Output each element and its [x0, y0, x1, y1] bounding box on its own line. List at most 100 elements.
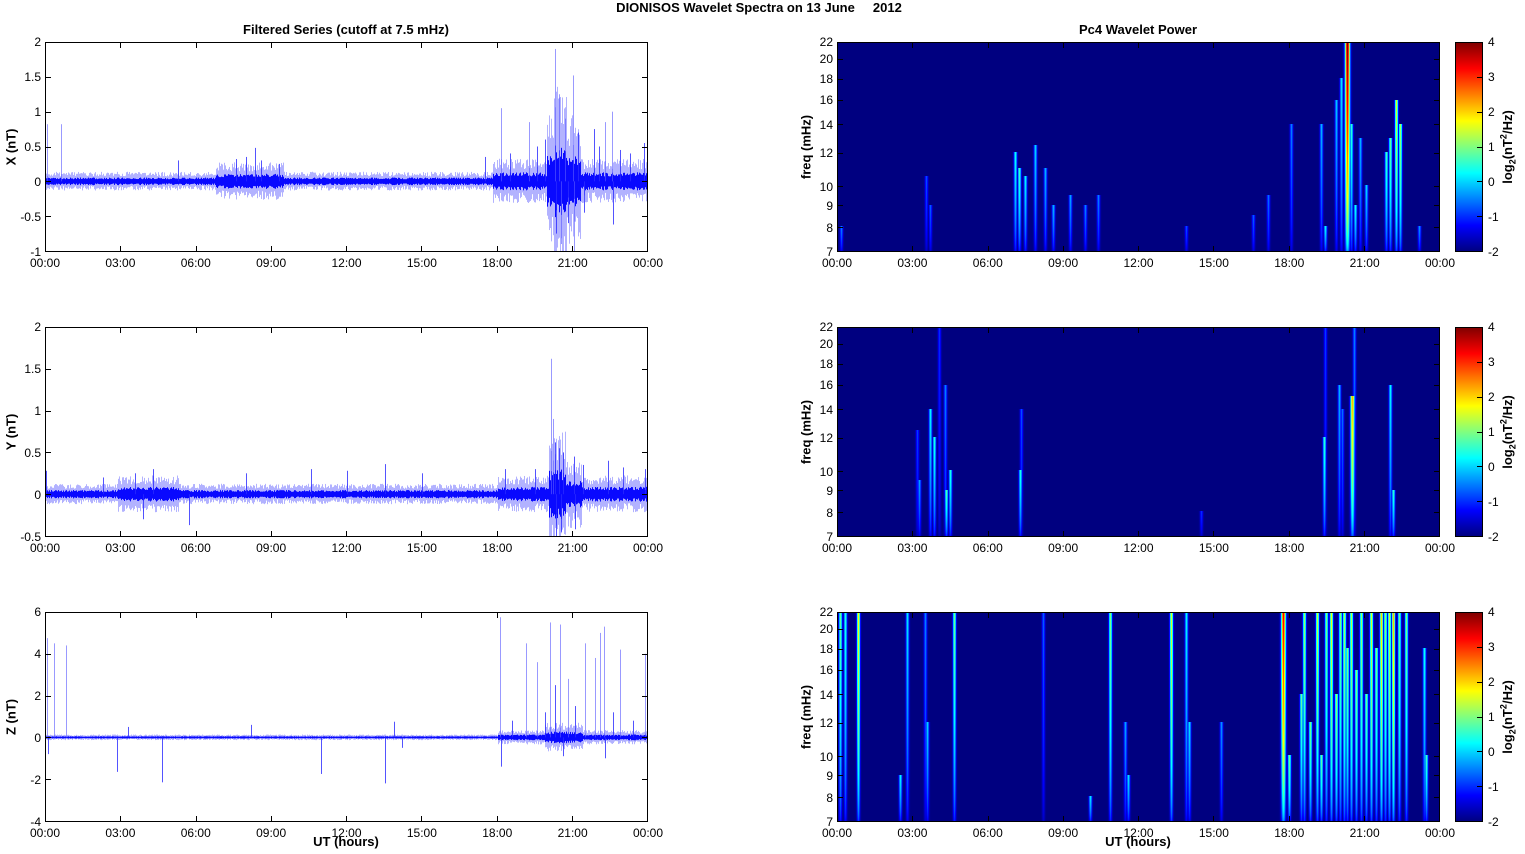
- x-wavelet-power-canvas: [837, 42, 1440, 252]
- z-axis-ylabel: Z (nT): [3, 698, 19, 736]
- x-tick-label: 09:00: [256, 541, 287, 555]
- freq-tick-label: 8: [826, 505, 833, 520]
- x-tick-label: 21:00: [557, 826, 588, 840]
- freq-tick-label: 12: [819, 431, 833, 446]
- colorbar-tick-label: 1: [1488, 425, 1495, 439]
- colorbar-label-sup: 2: [1498, 134, 1509, 140]
- x-tick-label: 00:00: [632, 256, 664, 270]
- freq-tick-label: 12: [819, 146, 833, 161]
- x-tick-label: 18:00: [1274, 256, 1305, 270]
- y-tick-label: 2: [34, 320, 41, 334]
- x-tick-label: 00:00: [1424, 826, 1456, 840]
- freq-tick-label: 22: [819, 320, 833, 334]
- freq-tick-label: 16: [819, 378, 833, 393]
- colorbar-canvas: [1455, 327, 1483, 537]
- x-tick-label: 06:00: [972, 541, 1003, 555]
- freq-tick-label: 14: [819, 402, 833, 417]
- freq-tick-label: 10: [819, 179, 833, 194]
- freq-tick-label: 20: [819, 337, 833, 352]
- y-tick-label: 1: [34, 105, 41, 119]
- colorbar-tick-label: 4: [1488, 320, 1495, 334]
- x-tick-label: 06:00: [972, 826, 1003, 840]
- x-tick-label: 03:00: [105, 826, 136, 840]
- left-xaxis-label: UT (hours): [313, 834, 379, 849]
- colorbar-tick-label: 1: [1488, 140, 1495, 154]
- y-tick-label: 1: [34, 404, 41, 418]
- freq-tick-label: 7: [826, 815, 833, 829]
- x-tick-label: 21:00: [1349, 541, 1380, 555]
- z-filtered-series-canvas: [45, 612, 648, 822]
- colorbar-tick-label: 2: [1488, 390, 1495, 404]
- x-tick-label: 00:00: [632, 541, 664, 555]
- colorbar-label-sub: 2: [1507, 444, 1518, 450]
- y-tick-label: 4: [34, 647, 41, 661]
- x-tick-label: 06:00: [180, 541, 211, 555]
- freq-tick-label: 12: [819, 716, 833, 731]
- colorbar-canvas: [1455, 612, 1483, 822]
- colorbar-tick-label: 1: [1488, 710, 1495, 724]
- x-tick-label: 21:00: [557, 541, 588, 555]
- freq-tick-label: 14: [819, 687, 833, 702]
- colorbar-tick-label: 0: [1488, 460, 1495, 474]
- x-tick-label: 15:00: [1198, 256, 1229, 270]
- colorbar-tick-label: 4: [1488, 35, 1495, 49]
- left-column-title: Filtered Series (cutoff at 7.5 mHz): [243, 22, 449, 37]
- x-tick-label: 09:00: [256, 256, 287, 270]
- freq-tick-label: 8: [826, 790, 833, 805]
- freq-tick-label: 14: [819, 117, 833, 132]
- colorbar-tick-label: -1: [1488, 210, 1499, 224]
- x-tick-label: 00:00: [1424, 541, 1456, 555]
- colorbar-tick-label: -2: [1488, 530, 1499, 544]
- colorbar-tick-label: 3: [1488, 640, 1495, 654]
- x-tick-label: 21:00: [1349, 826, 1380, 840]
- x-tick-label: 15:00: [1198, 826, 1229, 840]
- y-tick-label: -1: [30, 245, 41, 259]
- colorbar-tick-label: -2: [1488, 815, 1499, 829]
- x-tick-label: 15:00: [1198, 541, 1229, 555]
- freq-tick-label: 10: [819, 749, 833, 764]
- x-tick-label: 00:00: [29, 256, 61, 270]
- y-tick-label: 0: [34, 488, 41, 502]
- x-tick-label: 21:00: [1349, 256, 1380, 270]
- x-tick-label: 06:00: [180, 256, 211, 270]
- x-tick-label: 03:00: [897, 256, 928, 270]
- right-xaxis-label: UT (hours): [1105, 834, 1171, 849]
- x-tick-label: 18:00: [1274, 541, 1305, 555]
- x-tick-label: 12:00: [331, 541, 362, 555]
- colorbar-label-sup: 2: [1498, 704, 1509, 710]
- x-tick-label: 06:00: [180, 826, 211, 840]
- y-tick-label: 1.5: [24, 70, 41, 84]
- freq-tick-label: 16: [819, 93, 833, 108]
- freq-tick-label: 18: [819, 356, 833, 371]
- colorbar-canvas: [1455, 42, 1483, 252]
- y-tick-label: 0: [34, 175, 41, 189]
- y-tick-label: 6: [34, 605, 41, 619]
- freq-tick-label: 9: [826, 483, 833, 498]
- x-tick-label: 09:00: [1048, 826, 1079, 840]
- colorbar-tick-label: 3: [1488, 355, 1495, 369]
- colorbar-tick-label: 0: [1488, 745, 1495, 759]
- x-tick-label: 15:00: [406, 256, 437, 270]
- freq-tick-label: 16: [819, 663, 833, 678]
- y-tick-label: 2: [34, 689, 41, 703]
- y-tick-label: 0.5: [24, 446, 41, 460]
- colorbar-tick-label: 2: [1488, 105, 1495, 119]
- x-tick-label: 00:00: [29, 826, 61, 840]
- colorbar-label-sub: 2: [1507, 159, 1518, 165]
- colorbar-tick-label: -1: [1488, 780, 1499, 794]
- colorbar-label-sub: 2: [1507, 729, 1518, 735]
- freq-tick-label: 8: [826, 220, 833, 235]
- x-tick-label: 21:00: [557, 256, 588, 270]
- colorbar-label-sup: 2: [1498, 419, 1509, 425]
- x-tick-label: 03:00: [105, 541, 136, 555]
- x-tick-label: 18:00: [482, 541, 513, 555]
- freq-tick-label: 9: [826, 198, 833, 213]
- y-tick-label: -2: [30, 773, 41, 787]
- colorbar-tick-label: 2: [1488, 675, 1495, 689]
- x-tick-label: 06:00: [972, 256, 1003, 270]
- y-tick-label: -0.5: [20, 210, 41, 224]
- x-tick-label: 09:00: [1048, 256, 1079, 270]
- colorbar-tick-label: 4: [1488, 605, 1495, 619]
- freq-tick-label: 22: [819, 35, 833, 49]
